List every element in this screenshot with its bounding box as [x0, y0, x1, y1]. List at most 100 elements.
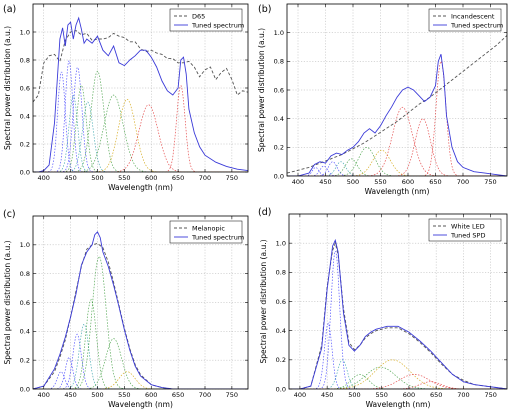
legend-label: D65	[192, 12, 205, 20]
series-line-1	[287, 35, 507, 174]
legend-label: Tuned SPD	[450, 231, 485, 239]
y-tick-label: 0.6	[274, 86, 284, 94]
x-tick-label: 450	[64, 174, 76, 182]
y-tick-label: 0.2	[20, 140, 30, 148]
x-tick-label: 600	[145, 174, 157, 182]
y-tick-label: 0.4	[274, 115, 284, 123]
y-tick-label: 0.8	[20, 270, 30, 278]
component-curve	[289, 366, 507, 389]
y-tick-label: 0.4	[20, 112, 30, 120]
x-tick-label: 400	[294, 391, 306, 399]
x-tick-label: 500	[348, 391, 360, 399]
component-curve	[33, 95, 248, 172]
x-tick-label: 450	[319, 178, 331, 186]
x-tick-label: 450	[64, 391, 76, 399]
component-curve	[287, 165, 507, 176]
x-tick-label: 600	[402, 178, 414, 186]
series-line-2	[287, 54, 507, 176]
series-line-1	[33, 30, 248, 103]
legend-label: Melanopic	[192, 224, 225, 232]
y-tick-label: 0.8	[274, 58, 284, 66]
series-line-1	[33, 242, 248, 389]
component-curve	[287, 149, 507, 176]
y-tick-label: 0.6	[276, 298, 286, 306]
y-tick-label: 0.2	[20, 356, 30, 364]
panel-label: (d)	[258, 207, 271, 218]
series-group	[289, 238, 507, 389]
legend-label: Tuned spectrum	[450, 21, 503, 29]
chart-panel-c: 400 450 500 550 600 650 700 750 0.0 0.2 0.4 0.6 0.8 1…	[3, 209, 249, 409]
y-tick-label: 0.8	[276, 269, 286, 277]
y-tick-label: 1.0	[20, 28, 30, 36]
component-curve	[287, 161, 507, 176]
series-group	[33, 16, 248, 172]
x-tick-label: 700	[457, 391, 469, 399]
component-curve	[289, 374, 507, 389]
x-tick-label: 500	[91, 174, 103, 182]
component-curve	[287, 161, 507, 176]
y-tick-label: 0.2	[276, 356, 286, 364]
y-tick-label: 0.2	[274, 144, 284, 152]
x-tick-label: 650	[429, 178, 441, 186]
x-axis-label: Wavelength (nm)	[365, 187, 430, 196]
component-curve	[33, 324, 248, 389]
x-axis-label: Wavelength (nm)	[108, 183, 173, 192]
y-tick-label: 1.0	[274, 29, 284, 37]
x-tick-label: 650	[430, 391, 442, 399]
x-tick-label: 400	[38, 174, 50, 182]
x-tick-label: 550	[375, 391, 387, 399]
series-line-1	[289, 241, 507, 389]
x-tick-label: 600	[403, 391, 415, 399]
x-tick-label: 400	[38, 391, 50, 399]
component-curve	[33, 85, 248, 172]
component-curve	[33, 101, 248, 172]
y-axis-label: Spectral power distribution (a.u.)	[257, 28, 266, 152]
panel-label: (b)	[258, 4, 271, 15]
x-tick-label: 400	[292, 178, 304, 186]
component-curve	[33, 84, 248, 172]
x-tick-label: 650	[172, 174, 184, 182]
component-curve	[33, 338, 248, 389]
y-tick-label: 0.6	[20, 84, 30, 92]
legend-label: White LED	[451, 222, 485, 230]
y-tick-label: 0.4	[276, 327, 286, 335]
component-curves	[33, 256, 248, 389]
x-tick-label: 750	[484, 178, 496, 186]
legend-label: Tuned spectrum	[191, 233, 244, 241]
y-tick-label: 0.0	[20, 168, 30, 176]
legend-box	[428, 8, 502, 32]
legend-box	[169, 8, 243, 32]
x-tick-label: 700	[457, 178, 469, 186]
panel-label: (c)	[3, 209, 16, 220]
component-curve	[33, 60, 248, 172]
legend-label: Tuned spectrum	[191, 21, 244, 29]
x-tick-label: 700	[199, 174, 211, 182]
component-curve	[287, 106, 507, 176]
series-line-2	[33, 16, 248, 172]
y-axis-label: Spectral power distribution (a.u.)	[3, 240, 12, 364]
x-tick-label: 550	[118, 391, 130, 399]
x-tick-label: 450	[321, 391, 333, 399]
y-tick-label: 0.4	[20, 328, 30, 336]
chart-panel-a: 400 450 500 550 600 650 700 750 0.0 0.2 0.4 0.6 0.8 1…	[3, 3, 249, 192]
chart-panel-b: 400 450 500 550 600 650 700 750 0.0 0.2 0.4 0.6 0.8 1…	[257, 3, 508, 196]
x-tick-label: 750	[484, 391, 496, 399]
x-tick-label: 650	[172, 391, 184, 399]
x-tick-label: 750	[226, 174, 238, 182]
y-tick-label: 0.0	[274, 172, 284, 180]
x-tick-label: 600	[145, 391, 157, 399]
y-axis-label: Spectral power distribution (a.u.)	[259, 239, 268, 363]
legend-label: Incandescent	[451, 12, 495, 20]
chart-panel-d: 400 450 500 550 600 650 700 750 0.0 0.2 0.4 0.6 0.8 1…	[258, 207, 508, 409]
component-curve	[33, 67, 248, 172]
component-curves	[33, 60, 248, 172]
component-curve	[289, 251, 507, 389]
x-tick-label: 500	[91, 391, 103, 399]
x-tick-label: 500	[347, 178, 359, 186]
x-tick-label: 550	[118, 174, 130, 182]
